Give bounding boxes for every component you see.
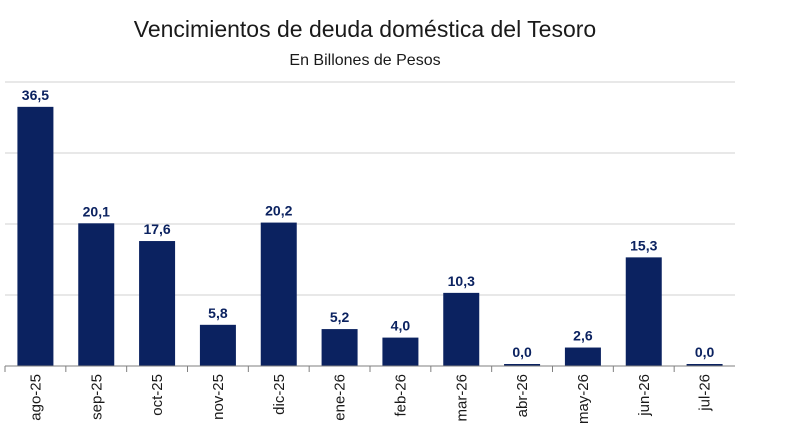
- x-axis-ticks: ago-25 sep-25 oct-25 nov-25 dic-25 ene-26 feb-…: [4, 366, 714, 424]
- chart-subtitle: En Billones de Pesos: [289, 52, 441, 69]
- x-tick-label-ago-25: ago-25: [27, 374, 44, 421]
- bar-sep-25: [78, 223, 115, 366]
- bar-jul-26: [686, 364, 723, 366]
- x-tick-label-feb-26: feb-26: [392, 374, 409, 417]
- data-label-sep-25: 20,1: [83, 203, 110, 219]
- x-tick-label-nov-25: nov-25: [210, 374, 227, 420]
- data-label-mar-26: 10,3: [448, 273, 475, 289]
- x-tick-label-dic-25: dic-25: [271, 374, 288, 415]
- data-label-oct-25: 17,6: [143, 221, 170, 237]
- bar-feb-26: [382, 337, 419, 366]
- bar-mar-26: [443, 292, 480, 366]
- bar-dic-25: [260, 222, 297, 366]
- chart-title: Vencimientos de deuda doméstica del Teso…: [133, 16, 597, 42]
- x-tick-label-sep-25: sep-25: [88, 374, 105, 420]
- bar-jun-26: [625, 257, 662, 366]
- data-label-nov-25: 5,8: [208, 305, 228, 321]
- data-label-jun-26: 15,3: [630, 237, 657, 253]
- x-tick-label-jul-26: jul-26: [697, 374, 714, 412]
- x-tick-label-abr-26: abr-26: [514, 374, 531, 417]
- x-tick-label-jun-26: jun-26: [636, 374, 653, 417]
- x-tick-label-mar-26: mar-26: [453, 374, 470, 422]
- data-label-abr-26: 0,0: [512, 344, 532, 360]
- bar-nov-25: [199, 324, 236, 366]
- x-tick-label-oct-25: oct-25: [149, 374, 166, 416]
- bar-ago-25: [17, 106, 54, 366]
- gridlines: [5, 81, 735, 367]
- data-label-dic-25: 20,2: [265, 203, 292, 219]
- bar-may-26: [564, 347, 601, 366]
- x-tick-label-may-26: may-26: [575, 374, 592, 424]
- data-label-may-26: 2,6: [573, 328, 593, 344]
- bars: [17, 106, 723, 366]
- bar-oct-25: [139, 241, 176, 366]
- data-label-ago-25: 36,5: [22, 87, 49, 103]
- bar-ene-26: [321, 329, 358, 366]
- data-label-jul-26: 0,0: [695, 344, 715, 360]
- data-labels: 36,5 20,1 17,6 5,8 20,2 5,2 4,0 10,3 0,0 2,6 15,3 0…: [22, 87, 715, 360]
- x-tick-label-ene-26: ene-26: [332, 374, 349, 421]
- data-label-feb-26: 4,0: [391, 318, 411, 334]
- bar-abr-26: [504, 364, 541, 366]
- data-label-ene-26: 5,2: [330, 309, 350, 325]
